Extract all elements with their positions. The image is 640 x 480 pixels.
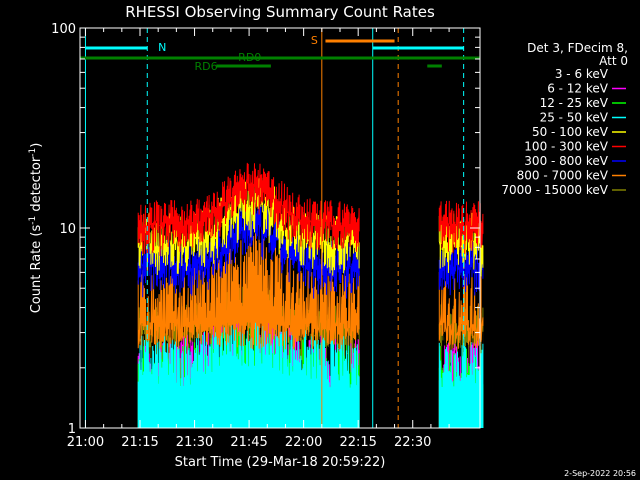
x-tick-label-5: 22:15 — [339, 435, 376, 450]
night-flag-label: N — [158, 41, 166, 54]
legend-header-0: Det 3, FDecim 8, — [527, 41, 628, 55]
saa-flag-label: S — [311, 34, 318, 47]
legend-label-4: 50 - 100 keV — [532, 125, 609, 139]
x-tick-label-2: 21:30 — [176, 435, 213, 450]
legend-label-5: 100 - 300 keV — [524, 140, 608, 154]
y-tick-label-0: 1 — [68, 422, 76, 437]
series-25-50-kev-segment-1 — [438, 338, 484, 429]
x-tick-label-6: 22:30 — [394, 435, 431, 450]
legend-label-1: 6 - 12 keV — [547, 82, 609, 96]
y-axis-label-mid: detector — [29, 156, 44, 216]
series-800-7000-kev-segment-0 — [137, 231, 360, 350]
chart-title: RHESSI Observing Summary Count Rates — [125, 3, 435, 21]
y-axis-label-sup: -1 — [28, 216, 38, 225]
rd6-flag-label: RD6 — [195, 60, 218, 73]
series-25-50-kev-segment-0 — [137, 313, 360, 429]
legend-label-6: 300 - 800 keV — [524, 154, 608, 168]
y-axis-label-sup2: -1 — [28, 148, 38, 157]
series-100-300-kev-segment-1 — [438, 200, 484, 255]
x-tick-label-4: 22:00 — [285, 435, 322, 450]
legend-label-2: 12 - 25 keV — [540, 96, 609, 110]
legend-label-8: 7000 - 15000 keV — [501, 183, 608, 197]
x-tick-label-0: 21:00 — [67, 435, 104, 450]
y-tick-label-1: 10 — [59, 222, 76, 237]
flag-layer: N S RD0 RD6 — [80, 28, 480, 428]
y-tick-label-2: 100 — [51, 22, 76, 37]
x-tick-label-1: 21:15 — [121, 435, 158, 450]
legend-header-1: Att 0 — [599, 54, 628, 68]
rd0-flag-label: RD0 — [238, 51, 261, 64]
y-axis-label-end: ) — [29, 143, 44, 148]
y-axis-label-main: Count Rate (s — [29, 225, 44, 314]
legend-label-0: 3 - 6 keV — [555, 67, 609, 81]
footer-timestamp: 2-Sep-2022 20:56 — [564, 469, 636, 478]
x-tick-label-3: 21:45 — [230, 435, 267, 450]
x-axis-label: Start Time (29-Mar-18 20:59:22) — [175, 455, 386, 470]
legend-label-3: 25 - 50 keV — [540, 111, 609, 125]
legend-label-7: 800 - 7000 keV — [517, 169, 609, 183]
series-300-800-kev-segment-1 — [438, 240, 484, 296]
y-axis-label: Count Rate (s-1 detector-1) — [28, 143, 44, 314]
axes: 21:00 21:15 21:30 21:45 22:00 22:15 22:30 1 10 10… — [51, 22, 481, 450]
series-800-7000-kev-segment-1 — [438, 270, 484, 349]
plot-data-layer — [137, 162, 484, 429]
series-100-300-kev-segment-0 — [137, 162, 360, 257]
